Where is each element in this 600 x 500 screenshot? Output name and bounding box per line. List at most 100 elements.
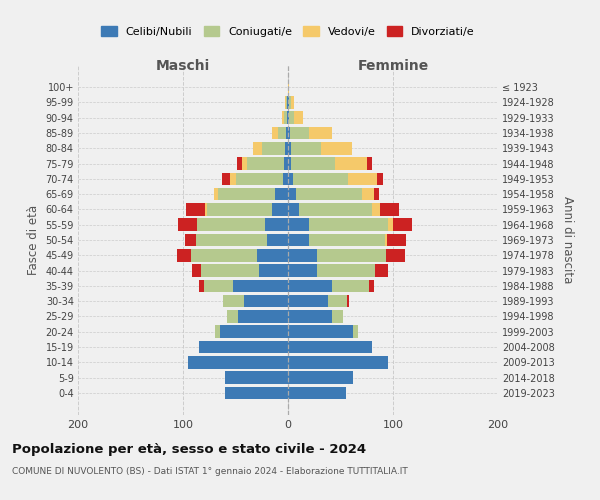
Bar (288, 234, 309, 246)
Text: COMUNE DI NUVOLENTO (BS) - Dati ISTAT 1° gennaio 2024 - Elaborazione TUTTITALIA.: COMUNE DI NUVOLENTO (BS) - Dati ISTAT 1°… (12, 468, 408, 476)
Bar (227, 310, 238, 322)
Bar (285, 142, 288, 154)
Bar (223, 295, 244, 308)
Bar (253, 142, 262, 154)
Bar (196, 234, 267, 246)
Bar (220, 326, 288, 338)
Bar (199, 340, 288, 353)
Bar (282, 112, 284, 124)
Bar (275, 188, 288, 200)
Bar (289, 112, 295, 124)
Bar (235, 172, 283, 185)
Bar (288, 386, 346, 399)
Text: Femmine: Femmine (358, 60, 428, 74)
Bar (317, 264, 375, 277)
Bar (199, 280, 204, 292)
Bar (309, 234, 385, 246)
Bar (286, 127, 288, 140)
Bar (288, 96, 289, 108)
Bar (385, 234, 387, 246)
Text: Popolazione per età, sesso e stato civile - 2024: Popolazione per età, sesso e stato civil… (12, 442, 366, 456)
Bar (215, 326, 220, 338)
Bar (207, 203, 272, 215)
Bar (295, 112, 303, 124)
Bar (386, 249, 404, 262)
Bar (236, 158, 242, 170)
Bar (288, 127, 290, 140)
Bar (262, 142, 285, 154)
Bar (193, 264, 201, 277)
Bar (348, 172, 377, 185)
Bar (375, 264, 388, 277)
Bar (277, 127, 286, 140)
Bar (287, 96, 288, 108)
Bar (283, 172, 288, 185)
Bar (288, 112, 289, 124)
Bar (288, 188, 296, 200)
Legend: Celibi/Nubili, Coniugati/e, Vedovi/e, Divorziati/e: Celibi/Nubili, Coniugati/e, Vedovi/e, Di… (97, 22, 479, 41)
Bar (197, 218, 265, 231)
Bar (244, 295, 288, 308)
Bar (205, 203, 207, 215)
Bar (335, 158, 367, 170)
Bar (288, 326, 353, 338)
Bar (288, 264, 317, 277)
Y-axis label: Anni di nascita: Anni di nascita (562, 196, 574, 284)
Bar (267, 234, 288, 246)
Bar (265, 218, 288, 231)
Bar (288, 249, 317, 262)
Bar (288, 280, 332, 292)
Bar (353, 326, 358, 338)
Bar (288, 158, 291, 170)
Bar (387, 234, 406, 246)
Bar (284, 112, 287, 124)
Bar (372, 203, 380, 215)
Bar (332, 280, 369, 292)
Bar (288, 81, 289, 94)
Bar (204, 280, 233, 292)
Bar (225, 372, 288, 384)
Bar (286, 96, 287, 108)
Bar (185, 234, 196, 246)
Bar (233, 280, 288, 292)
Bar (291, 158, 335, 170)
Bar (259, 264, 288, 277)
Bar (317, 249, 386, 262)
Bar (388, 218, 393, 231)
Bar (288, 340, 372, 353)
Bar (285, 96, 286, 108)
Bar (299, 203, 372, 215)
Bar (361, 188, 374, 200)
Bar (222, 172, 230, 185)
Y-axis label: Fasce di età: Fasce di età (27, 205, 40, 275)
Bar (309, 218, 388, 231)
Bar (380, 203, 400, 215)
Bar (242, 158, 247, 170)
Bar (291, 142, 320, 154)
Bar (296, 188, 361, 200)
Bar (284, 158, 288, 170)
Bar (186, 203, 205, 215)
Bar (288, 356, 388, 368)
Bar (347, 295, 349, 308)
Bar (218, 188, 275, 200)
Bar (320, 142, 352, 154)
Bar (201, 264, 259, 277)
Bar (191, 249, 257, 262)
Bar (288, 310, 332, 322)
Bar (288, 172, 293, 185)
Bar (215, 188, 218, 200)
Bar (288, 295, 328, 308)
Bar (374, 188, 379, 200)
Bar (328, 295, 347, 308)
Bar (289, 96, 291, 108)
Bar (230, 172, 235, 185)
Bar (293, 172, 348, 185)
Bar (393, 218, 412, 231)
Text: Maschi: Maschi (156, 60, 210, 74)
Bar (332, 310, 343, 322)
Bar (377, 172, 383, 185)
Bar (309, 127, 332, 140)
Bar (272, 127, 277, 140)
Bar (288, 142, 291, 154)
